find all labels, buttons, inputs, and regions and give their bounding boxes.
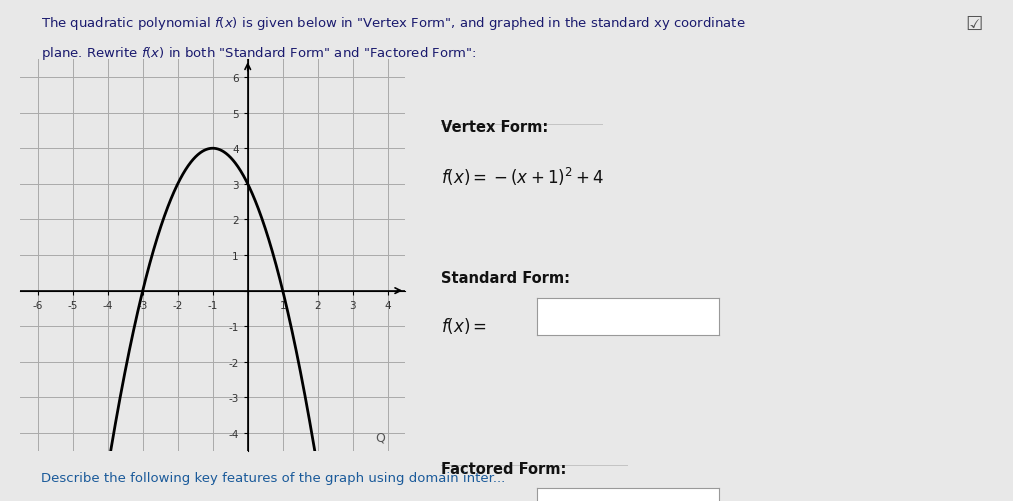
Text: plane. Rewrite $f(x)$ in both "Standard Form" and "Factored Form":: plane. Rewrite $f(x)$ in both "Standard … (41, 45, 476, 62)
Text: The quadratic polynomial $f(x)$ is given below in "Vertex Form", and graphed in : The quadratic polynomial $f(x)$ is given… (41, 15, 746, 32)
Text: $f(x) = -(x+1)^2+4$: $f(x) = -(x+1)^2+4$ (441, 165, 604, 187)
Text: Factored Form:: Factored Form: (441, 461, 566, 476)
Text: $f(x) =$: $f(x) =$ (441, 316, 486, 336)
Text: ☑: ☑ (965, 15, 983, 34)
Text: Standard Form:: Standard Form: (441, 271, 569, 286)
Text: Vertex Form:: Vertex Form: (441, 120, 548, 135)
Text: Describe the following key features of the graph using domain inter...: Describe the following key features of t… (41, 471, 504, 484)
Text: Q: Q (375, 430, 385, 443)
